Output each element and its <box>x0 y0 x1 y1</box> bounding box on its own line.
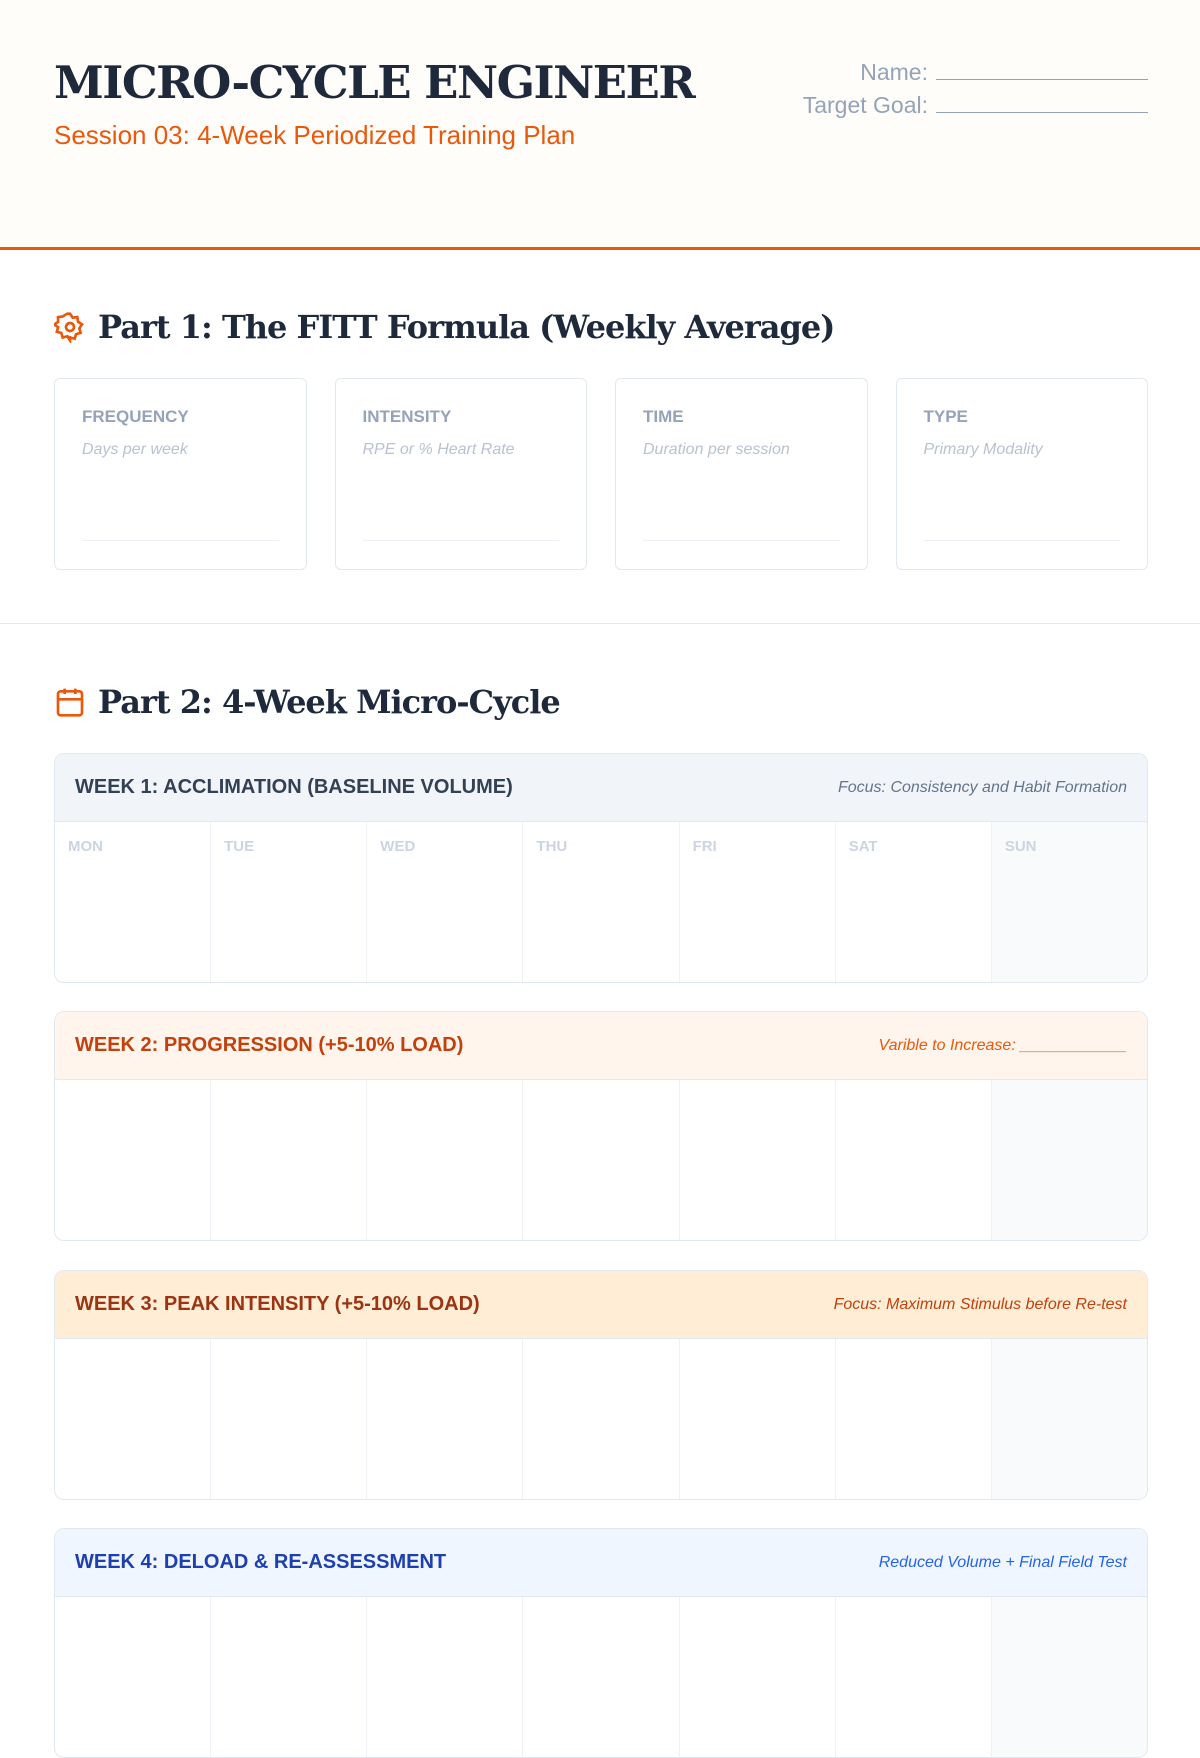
day-cell-fri[interactable] <box>680 1597 836 1757</box>
day-cell-tue[interactable] <box>211 1597 368 1757</box>
week-title: WEEK 4: DELOAD & RE-ASSESSMENT <box>75 1551 447 1573</box>
fitt-card-intensity[interactable]: INTENSITY RPE or % Heart Rate <box>334 378 587 570</box>
week-focus: Reduced Volume + Final Field Test <box>878 1553 1127 1571</box>
week-title: WEEK 2: PROGRESSION (+5-10% LOAD) <box>75 1034 464 1056</box>
week-title: WEEK 1: ACCLIMATION (BASELINE VOLUME) <box>75 776 513 798</box>
day-cell-thu[interactable] <box>523 1597 680 1757</box>
week-focus: Focus: Maximum Stimulus before Re-test <box>833 1295 1127 1313</box>
day-label: TUE <box>224 838 255 855</box>
week-title: WEEK 3: PEAK INTENSITY (+5-10% LOAD) <box>75 1293 480 1315</box>
part1-heading: Part 1: The FITT Formula (Weekly Average… <box>54 308 835 346</box>
day-label: THU <box>536 838 568 855</box>
day-cell-tue[interactable]: TUE <box>211 822 368 982</box>
goal-field[interactable] <box>936 93 1148 113</box>
day-cell-sat[interactable]: SAT <box>836 822 992 982</box>
part2-title: Part 2: 4-Week Micro-Cycle <box>98 683 561 721</box>
day-cell-fri[interactable] <box>680 1339 836 1499</box>
week-3-block: WEEK 3: PEAK INTENSITY (+5-10% LOAD) Foc… <box>54 1270 1148 1500</box>
calendar-icon <box>56 688 84 717</box>
day-cell-mon[interactable] <box>55 1597 212 1757</box>
day-cell-thu[interactable]: THU <box>523 822 680 982</box>
day-cell-wed[interactable]: WED <box>367 822 524 982</box>
student-fields: Name: Target Goal: <box>803 56 1148 122</box>
card-label: INTENSITY <box>362 407 452 426</box>
part2-heading: Part 2: 4-Week Micro-Cycle <box>54 683 561 721</box>
card-hint: RPE or % Heart Rate <box>362 441 515 458</box>
day-cell-thu[interactable] <box>523 1080 680 1240</box>
goal-label: Target Goal: <box>802 92 928 118</box>
answer-line <box>362 540 559 541</box>
day-cell-wed[interactable] <box>367 1339 524 1499</box>
card-label: TYPE <box>923 407 968 426</box>
week-days <box>55 1339 1147 1499</box>
card-hint: Primary Modality <box>923 441 1043 458</box>
week-2-block: WEEK 2: PROGRESSION (+5-10% LOAD) Varibl… <box>54 1011 1148 1241</box>
name-label: Name: <box>860 59 928 85</box>
part1-title: Part 1: The FITT Formula (Weekly Average… <box>98 308 835 346</box>
week-days <box>55 1080 1147 1240</box>
week-header: WEEK 4: DELOAD & RE-ASSESSMENT Reduced V… <box>55 1529 1147 1597</box>
page-subtitle: Session 03: 4-Week Periodized Training P… <box>54 120 576 150</box>
week-focus: Focus: Consistency and Habit Formation <box>837 778 1127 796</box>
day-label: SUN <box>1004 838 1037 855</box>
fitt-card-type[interactable]: TYPE Primary Modality <box>895 378 1148 570</box>
day-cell-sun[interactable] <box>991 1597 1147 1757</box>
page-title: MICRO-CYCLE ENGINEER <box>54 56 696 109</box>
day-cell-sat[interactable] <box>836 1339 992 1499</box>
card-hint: Duration per session <box>643 441 790 458</box>
week-focus: Varible to Increase: ____________ <box>878 1036 1127 1054</box>
card-label: TIME <box>643 407 684 426</box>
day-label: FRI <box>692 838 717 855</box>
gear-icon <box>54 312 84 343</box>
day-cell-tue[interactable] <box>211 1080 368 1240</box>
fitt-cards: FREQUENCY Days per week INTENSITY RPE or %… <box>54 378 1148 570</box>
section-divider <box>0 623 1200 624</box>
day-cell-sun[interactable] <box>991 1080 1147 1240</box>
week-4-block: WEEK 4: DELOAD & RE-ASSESSMENT Reduced V… <box>54 1528 1148 1758</box>
week-header: WEEK 2: PROGRESSION (+5-10% LOAD) Varibl… <box>55 1012 1147 1080</box>
day-cell-wed[interactable] <box>367 1080 524 1240</box>
week-header: WEEK 3: PEAK INTENSITY (+5-10% LOAD) Foc… <box>55 1271 1147 1339</box>
fitt-card-time[interactable]: TIME Duration per session <box>615 378 868 570</box>
answer-line <box>82 540 279 541</box>
answer-line <box>643 540 840 541</box>
day-label: MON <box>68 838 103 855</box>
day-label: SAT <box>848 838 878 855</box>
day-cell-mon[interactable] <box>55 1339 212 1499</box>
day-cell-mon[interactable] <box>55 1080 212 1240</box>
name-field[interactable] <box>936 60 1148 80</box>
day-cell-sun[interactable] <box>991 1339 1147 1499</box>
page-header: MICRO-CYCLE ENGINEER Session 03: 4-Week … <box>0 0 1200 250</box>
day-cell-sat[interactable] <box>836 1597 992 1757</box>
week-days <box>55 1597 1147 1757</box>
day-cell-sat[interactable] <box>836 1080 992 1240</box>
week-days: MON TUE WED THU FRI SAT SUN <box>55 822 1147 982</box>
day-cell-tue[interactable] <box>211 1339 368 1499</box>
fitt-card-frequency[interactable]: FREQUENCY Days per week <box>54 378 307 570</box>
day-cell-fri[interactable] <box>680 1080 836 1240</box>
card-hint: Days per week <box>82 441 188 458</box>
day-cell-thu[interactable] <box>523 1339 680 1499</box>
card-label: FREQUENCY <box>82 407 189 426</box>
day-label: WED <box>380 838 416 855</box>
week-1-block: WEEK 1: ACCLIMATION (BASELINE VOLUME) Fo… <box>54 753 1148 983</box>
day-cell-sun[interactable]: SUN <box>991 822 1147 982</box>
day-cell-mon[interactable]: MON <box>55 822 212 982</box>
week-header: WEEK 1: ACCLIMATION (BASELINE VOLUME) Fo… <box>55 754 1147 822</box>
day-cell-wed[interactable] <box>367 1597 524 1757</box>
day-cell-fri[interactable]: FRI <box>680 822 836 982</box>
answer-line <box>923 540 1120 541</box>
